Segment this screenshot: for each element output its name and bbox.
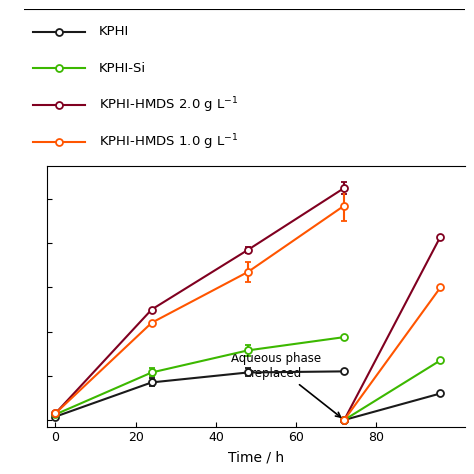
X-axis label: Time / h: Time / h <box>228 450 284 464</box>
Text: KPHI: KPHI <box>99 25 129 38</box>
Text: Aqueous phase
replaced: Aqueous phase replaced <box>231 352 340 417</box>
Text: KPHI-HMDS 1.0 g L$^{-1}$: KPHI-HMDS 1.0 g L$^{-1}$ <box>99 132 238 152</box>
Text: KPHI-Si: KPHI-Si <box>99 62 146 75</box>
Text: KPHI-HMDS 2.0 g L$^{-1}$: KPHI-HMDS 2.0 g L$^{-1}$ <box>99 95 238 115</box>
